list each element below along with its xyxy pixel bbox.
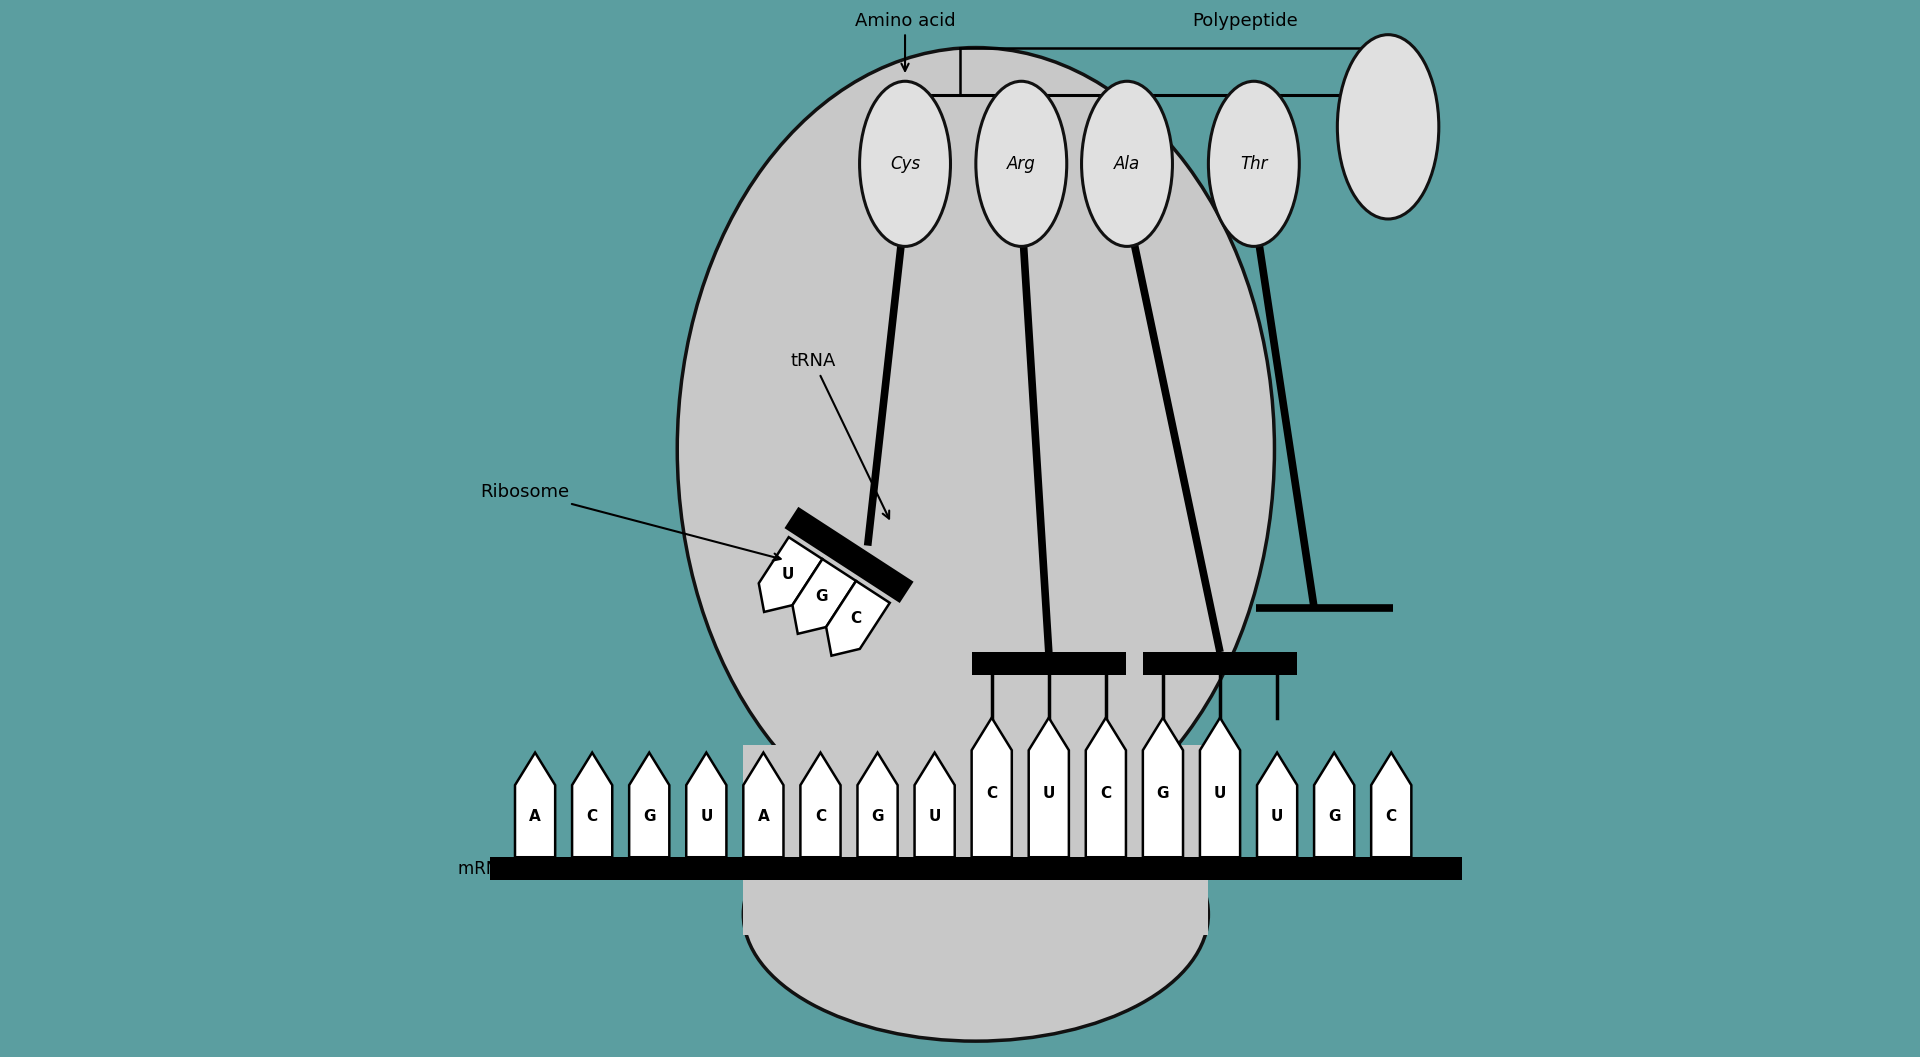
Polygon shape	[826, 581, 889, 655]
Text: A: A	[530, 809, 541, 824]
Text: Polypeptide: Polypeptide	[1192, 12, 1298, 30]
Polygon shape	[572, 753, 612, 857]
Ellipse shape	[1338, 35, 1438, 219]
Polygon shape	[758, 537, 822, 612]
Polygon shape	[1087, 718, 1125, 857]
Ellipse shape	[1081, 81, 1173, 246]
Polygon shape	[630, 753, 670, 857]
Bar	[1142, 652, 1298, 675]
Polygon shape	[801, 753, 841, 857]
Bar	[743, 745, 1208, 935]
Text: G: G	[643, 809, 655, 824]
Bar	[785, 507, 914, 602]
Polygon shape	[1029, 718, 1069, 857]
Text: tRNA: tRNA	[791, 352, 889, 519]
Text: Ala: Ala	[1114, 154, 1140, 173]
Text: U: U	[701, 809, 712, 824]
Polygon shape	[1142, 718, 1183, 857]
Text: U: U	[781, 568, 795, 582]
Text: Arg: Arg	[1006, 154, 1035, 173]
Text: Ribosome: Ribosome	[480, 482, 781, 560]
Text: G: G	[1329, 809, 1340, 824]
Polygon shape	[1371, 753, 1411, 857]
Polygon shape	[1258, 753, 1298, 857]
Polygon shape	[1200, 718, 1240, 857]
Ellipse shape	[743, 787, 1208, 1041]
Text: U: U	[929, 809, 941, 824]
Polygon shape	[793, 559, 856, 634]
Text: U: U	[1213, 785, 1227, 801]
Text: G: G	[872, 809, 883, 824]
Polygon shape	[914, 753, 954, 857]
Polygon shape	[743, 753, 783, 857]
Text: mRNA strand: mRNA strand	[459, 859, 568, 878]
Text: C: C	[588, 809, 597, 824]
Text: C: C	[987, 785, 996, 801]
Text: C: C	[1386, 809, 1398, 824]
Text: U: U	[1271, 809, 1283, 824]
Ellipse shape	[860, 81, 950, 246]
Polygon shape	[972, 718, 1012, 857]
Text: C: C	[1100, 785, 1112, 801]
Ellipse shape	[1208, 81, 1300, 246]
Text: A: A	[758, 809, 770, 824]
Polygon shape	[515, 753, 555, 857]
Text: C: C	[851, 611, 862, 626]
Ellipse shape	[975, 81, 1068, 246]
Text: G: G	[816, 589, 828, 605]
Text: U: U	[1043, 785, 1054, 801]
Bar	[972, 652, 1125, 675]
Text: Amino acid: Amino acid	[854, 12, 956, 71]
Polygon shape	[685, 753, 726, 857]
Ellipse shape	[678, 48, 1275, 851]
Text: Thr: Thr	[1240, 154, 1267, 173]
Polygon shape	[858, 753, 899, 857]
Bar	[490, 857, 1461, 880]
Text: Cys: Cys	[891, 154, 920, 173]
Text: C: C	[814, 809, 826, 824]
Text: G: G	[1156, 785, 1169, 801]
Polygon shape	[1313, 753, 1354, 857]
